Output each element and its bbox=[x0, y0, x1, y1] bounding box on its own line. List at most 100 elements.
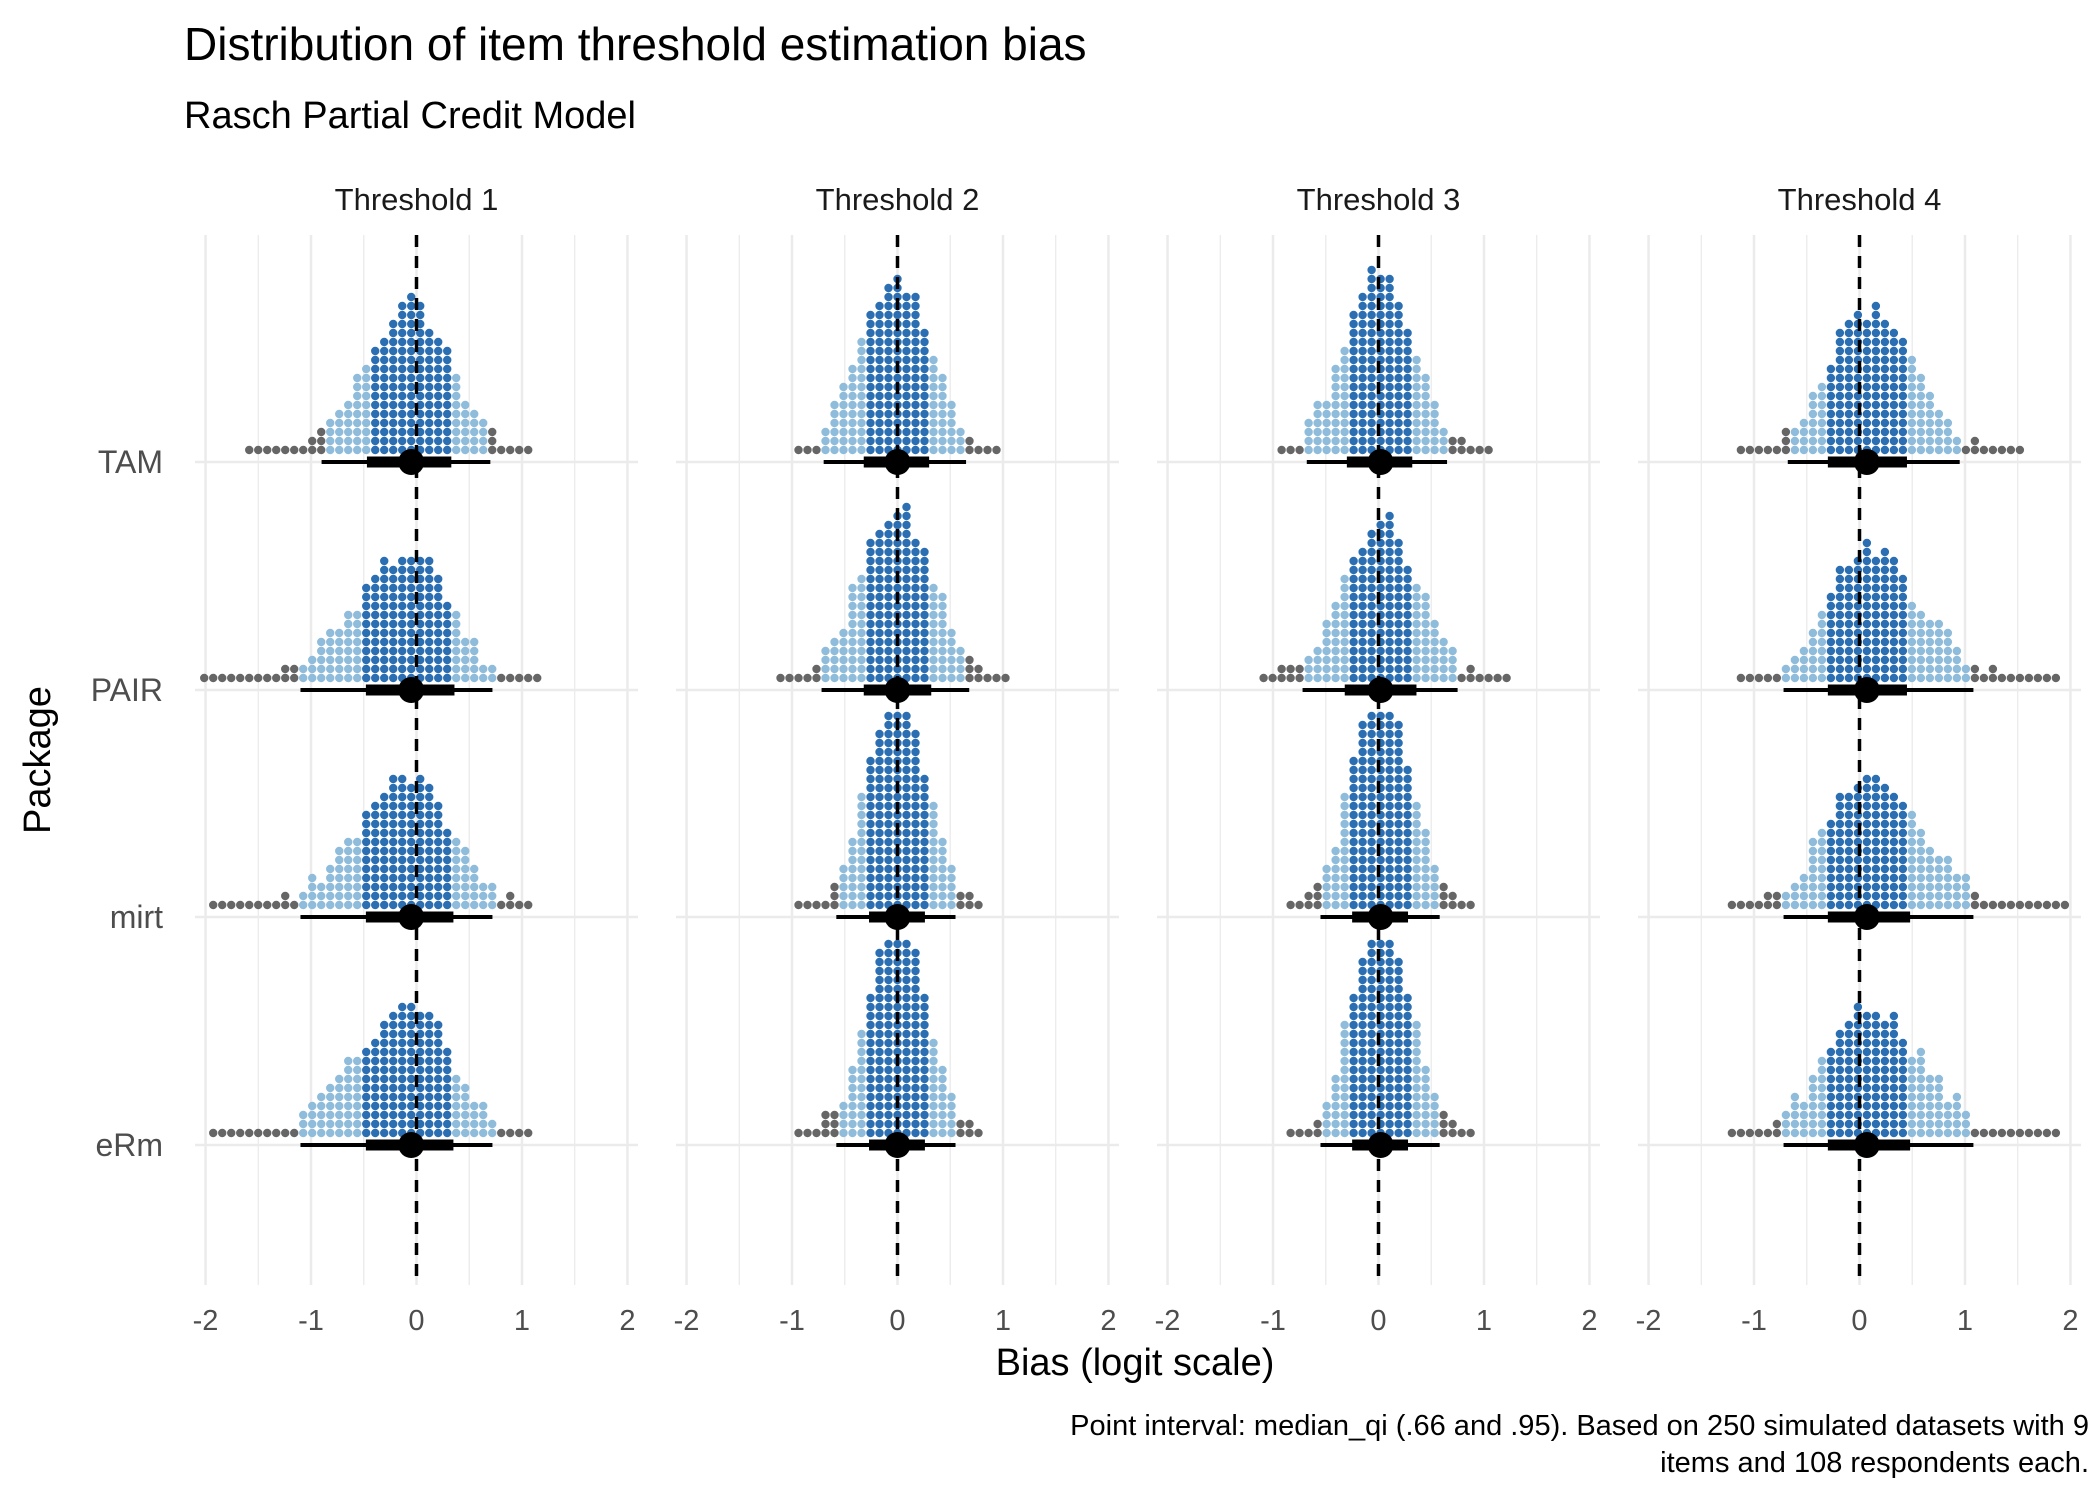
dot bbox=[1844, 583, 1854, 593]
dot bbox=[1862, 1074, 1872, 1084]
dot bbox=[380, 637, 389, 647]
dot bbox=[1304, 900, 1313, 910]
dot bbox=[1817, 610, 1827, 620]
dot bbox=[1880, 637, 1890, 647]
dot bbox=[1385, 436, 1394, 446]
dot bbox=[362, 610, 371, 620]
dot bbox=[425, 427, 434, 437]
dot bbox=[434, 337, 443, 347]
dot bbox=[1286, 445, 1295, 455]
dot bbox=[1421, 445, 1430, 455]
dot bbox=[1367, 774, 1376, 784]
dot bbox=[857, 855, 866, 865]
dot bbox=[875, 346, 884, 356]
dot bbox=[1421, 882, 1430, 892]
dot bbox=[812, 1128, 821, 1138]
dot bbox=[380, 1110, 389, 1120]
dot bbox=[848, 1128, 857, 1138]
dot bbox=[839, 628, 848, 638]
dot bbox=[929, 364, 938, 374]
dot bbox=[281, 891, 290, 901]
dot bbox=[1358, 355, 1367, 365]
dot bbox=[407, 1074, 416, 1084]
dot bbox=[2015, 673, 2025, 683]
dot bbox=[1331, 1074, 1340, 1084]
dot bbox=[902, 601, 911, 611]
dot bbox=[389, 1029, 398, 1039]
dot bbox=[1952, 873, 1962, 883]
dot bbox=[1826, 637, 1836, 647]
dot bbox=[1826, 646, 1836, 656]
dot bbox=[398, 1083, 407, 1093]
dot bbox=[929, 373, 938, 383]
dot bbox=[1376, 310, 1385, 320]
dot bbox=[434, 1038, 443, 1048]
dot bbox=[1898, 382, 1908, 392]
dot bbox=[1790, 900, 1800, 910]
dot bbox=[1925, 628, 1935, 638]
dot bbox=[1349, 400, 1358, 410]
dot bbox=[911, 391, 920, 401]
dot bbox=[425, 1047, 434, 1057]
dot bbox=[1367, 864, 1376, 874]
dot bbox=[389, 373, 398, 383]
dot bbox=[389, 855, 398, 865]
dot bbox=[1394, 810, 1403, 820]
dot bbox=[821, 1128, 830, 1138]
dot bbox=[1916, 646, 1926, 656]
dot bbox=[1367, 583, 1376, 593]
dot bbox=[1889, 1047, 1899, 1057]
dot bbox=[920, 1065, 929, 1075]
dot bbox=[1988, 673, 1998, 683]
dot bbox=[407, 292, 416, 302]
dot bbox=[1412, 1074, 1421, 1084]
dot bbox=[2042, 1128, 2052, 1138]
dot bbox=[1862, 891, 1872, 901]
dot bbox=[389, 346, 398, 356]
dot bbox=[1394, 646, 1403, 656]
dot bbox=[434, 355, 443, 365]
dot bbox=[1871, 556, 1881, 566]
dot bbox=[911, 418, 920, 428]
dot bbox=[911, 846, 920, 856]
dot bbox=[911, 619, 920, 629]
dot bbox=[1727, 1128, 1737, 1138]
dot bbox=[1349, 427, 1358, 437]
dot bbox=[1880, 628, 1890, 638]
dot bbox=[1385, 1020, 1394, 1030]
dot bbox=[911, 747, 920, 757]
dot bbox=[1889, 664, 1899, 674]
dot bbox=[875, 747, 884, 757]
dot bbox=[1826, 1119, 1836, 1129]
dot bbox=[1808, 864, 1818, 874]
dot bbox=[1979, 1128, 1989, 1138]
dot bbox=[1916, 1056, 1926, 1066]
dot bbox=[1844, 673, 1854, 683]
dot bbox=[911, 301, 920, 311]
dot bbox=[1358, 328, 1367, 338]
dot bbox=[389, 355, 398, 365]
dot bbox=[371, 436, 380, 446]
dot bbox=[1862, 1110, 1872, 1120]
dot bbox=[506, 900, 515, 910]
dot bbox=[1916, 400, 1926, 410]
dot bbox=[902, 828, 911, 838]
dot bbox=[344, 436, 353, 446]
dot bbox=[1331, 628, 1340, 638]
dot bbox=[938, 592, 947, 602]
dot bbox=[1817, 418, 1827, 428]
dot bbox=[1367, 855, 1376, 865]
dot bbox=[1907, 364, 1917, 374]
dot bbox=[1277, 445, 1286, 455]
dot bbox=[1277, 673, 1286, 683]
dot bbox=[1340, 673, 1349, 683]
dot bbox=[911, 538, 920, 548]
dot bbox=[380, 882, 389, 892]
dot bbox=[407, 346, 416, 356]
dot bbox=[866, 819, 875, 829]
dot bbox=[1403, 409, 1412, 419]
median-point bbox=[1367, 904, 1394, 930]
dot bbox=[326, 891, 335, 901]
dot bbox=[857, 1092, 866, 1102]
dot bbox=[1871, 655, 1881, 665]
